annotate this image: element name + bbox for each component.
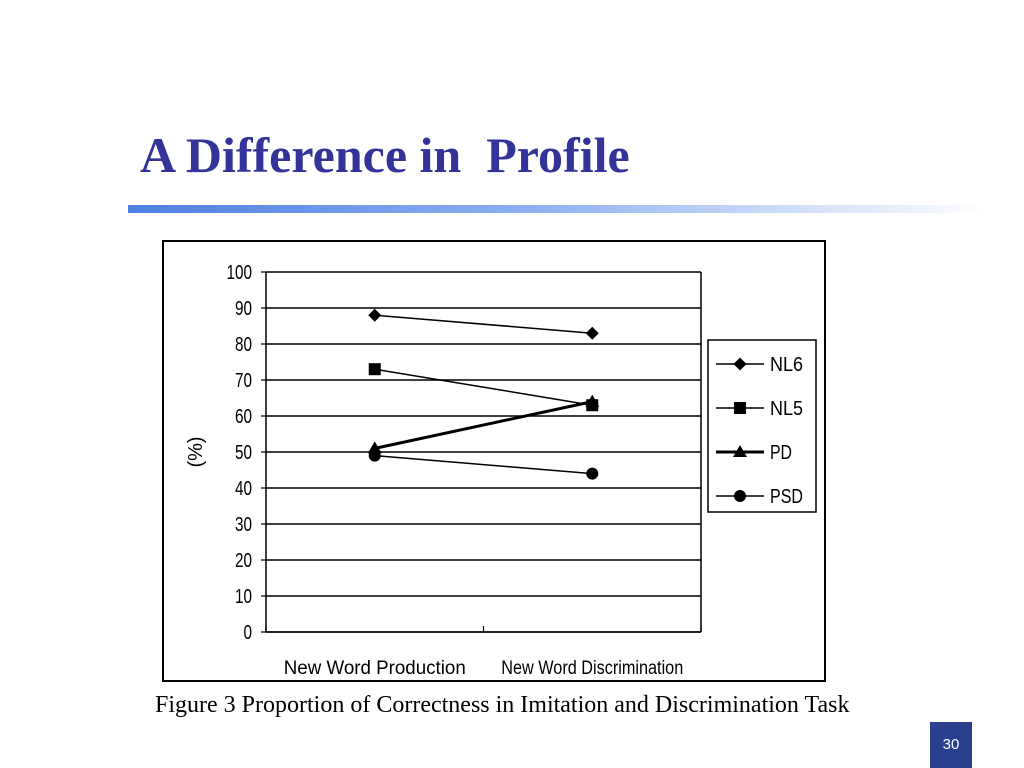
y-axis-label: (%) (185, 436, 207, 467)
data-point-psd (368, 449, 381, 462)
y-tick-label: 40 (235, 478, 252, 500)
y-tick-label: 0 (244, 622, 253, 644)
title-underline (128, 205, 988, 213)
legend-box (707, 339, 817, 513)
series-line-nl6 (374, 314, 593, 334)
y-tick-label: 30 (235, 514, 252, 536)
data-point-nl6 (368, 308, 382, 322)
data-point-psd (586, 467, 599, 480)
legend-marker-nl6 (733, 357, 747, 371)
series-line-psd (374, 454, 593, 475)
data-point-nl6 (585, 326, 599, 340)
figure-caption: Figure 3 Proportion of Correctness in Im… (155, 692, 850, 718)
y-tick-label: 100 (227, 262, 253, 284)
chart-frame: 0 10 20 30 40 50 60 70 80 90 100 New Word Productio… (162, 240, 826, 682)
data-point-pd (367, 441, 382, 454)
y-tick-label: 90 (235, 298, 252, 320)
legend-label-nl6: NL6 (770, 354, 803, 376)
y-tick-label: 50 (235, 442, 252, 464)
series-line-pd (374, 400, 593, 450)
legend-marker-psd (734, 490, 746, 502)
y-tick-label: 10 (235, 586, 252, 608)
legend-label-psd: PSD (770, 486, 803, 508)
legend-label-nl5: NL5 (770, 398, 803, 420)
legend-marker-nl5 (734, 402, 746, 414)
series-line-nl5 (374, 368, 593, 406)
data-point-pd (585, 394, 600, 407)
x-tick-label: New Word Discrimination (501, 658, 683, 679)
x-tick-label: New Word Production (284, 658, 466, 679)
slide-title: A Difference in Profile (140, 127, 630, 183)
y-tick-label: 70 (235, 370, 252, 392)
y-tick-label: 60 (235, 406, 252, 428)
y-tick-label: 80 (235, 334, 252, 356)
page-number: 30 (930, 722, 972, 768)
legend-marker-pd (733, 445, 747, 457)
line-chart: 0 10 20 30 40 50 60 70 80 90 100 New Word Productio… (185, 262, 817, 679)
legend-label-pd: PD (770, 442, 792, 464)
data-point-nl5 (368, 363, 381, 376)
y-tick-label: 20 (235, 550, 252, 572)
